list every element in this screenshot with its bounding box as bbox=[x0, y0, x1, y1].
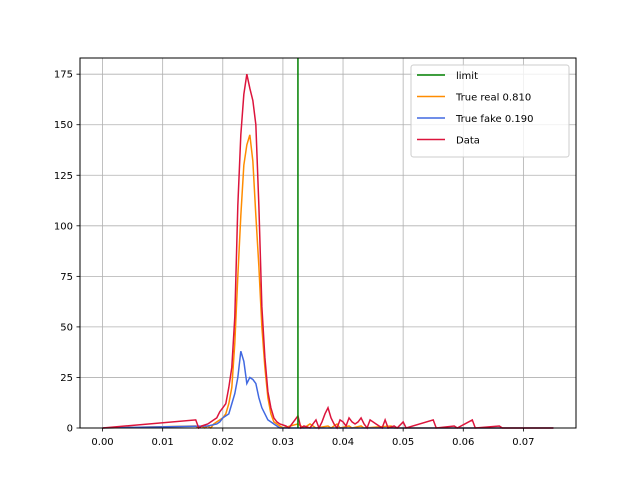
x-tick-label: 0.01 bbox=[152, 437, 174, 448]
axis-ticks: 0.00 0.01 0.02 0.03 0.04 0.05 0.06 0.07 0 25 50 75 1… bbox=[54, 70, 535, 448]
y-tick-label: 75 bbox=[60, 272, 73, 283]
x-tick-label: 0.07 bbox=[512, 437, 534, 448]
y-tick-label: 175 bbox=[54, 70, 73, 81]
y-tick-label: 150 bbox=[54, 120, 73, 131]
x-tick-label: 0.02 bbox=[212, 437, 234, 448]
y-tick-label: 0 bbox=[67, 424, 73, 435]
y-tick-label: 100 bbox=[54, 221, 73, 232]
legend: limit True real 0.810 True fake 0.190 Data bbox=[410, 64, 570, 158]
x-tick-label: 0.04 bbox=[332, 437, 354, 448]
y-tick-label: 25 bbox=[60, 373, 73, 384]
legend-label: True fake 0.190 bbox=[455, 114, 533, 125]
x-tick-label: 0.00 bbox=[91, 437, 113, 448]
x-tick-label: 0.03 bbox=[272, 437, 294, 448]
series-step-3 bbox=[102, 74, 554, 430]
legend-label: limit bbox=[456, 71, 478, 82]
legend-label: True real 0.810 bbox=[455, 93, 531, 104]
y-tick-label: 125 bbox=[54, 171, 73, 182]
series-layer bbox=[102, 74, 554, 430]
legend-label: Data bbox=[456, 136, 480, 147]
series-step-2 bbox=[102, 350, 554, 429]
x-tick-label: 0.05 bbox=[392, 437, 414, 448]
x-tick-label: 0.06 bbox=[452, 437, 474, 448]
legend-box bbox=[410, 64, 570, 158]
y-tick-label: 50 bbox=[60, 322, 73, 333]
plot-frame bbox=[79, 57, 577, 429]
